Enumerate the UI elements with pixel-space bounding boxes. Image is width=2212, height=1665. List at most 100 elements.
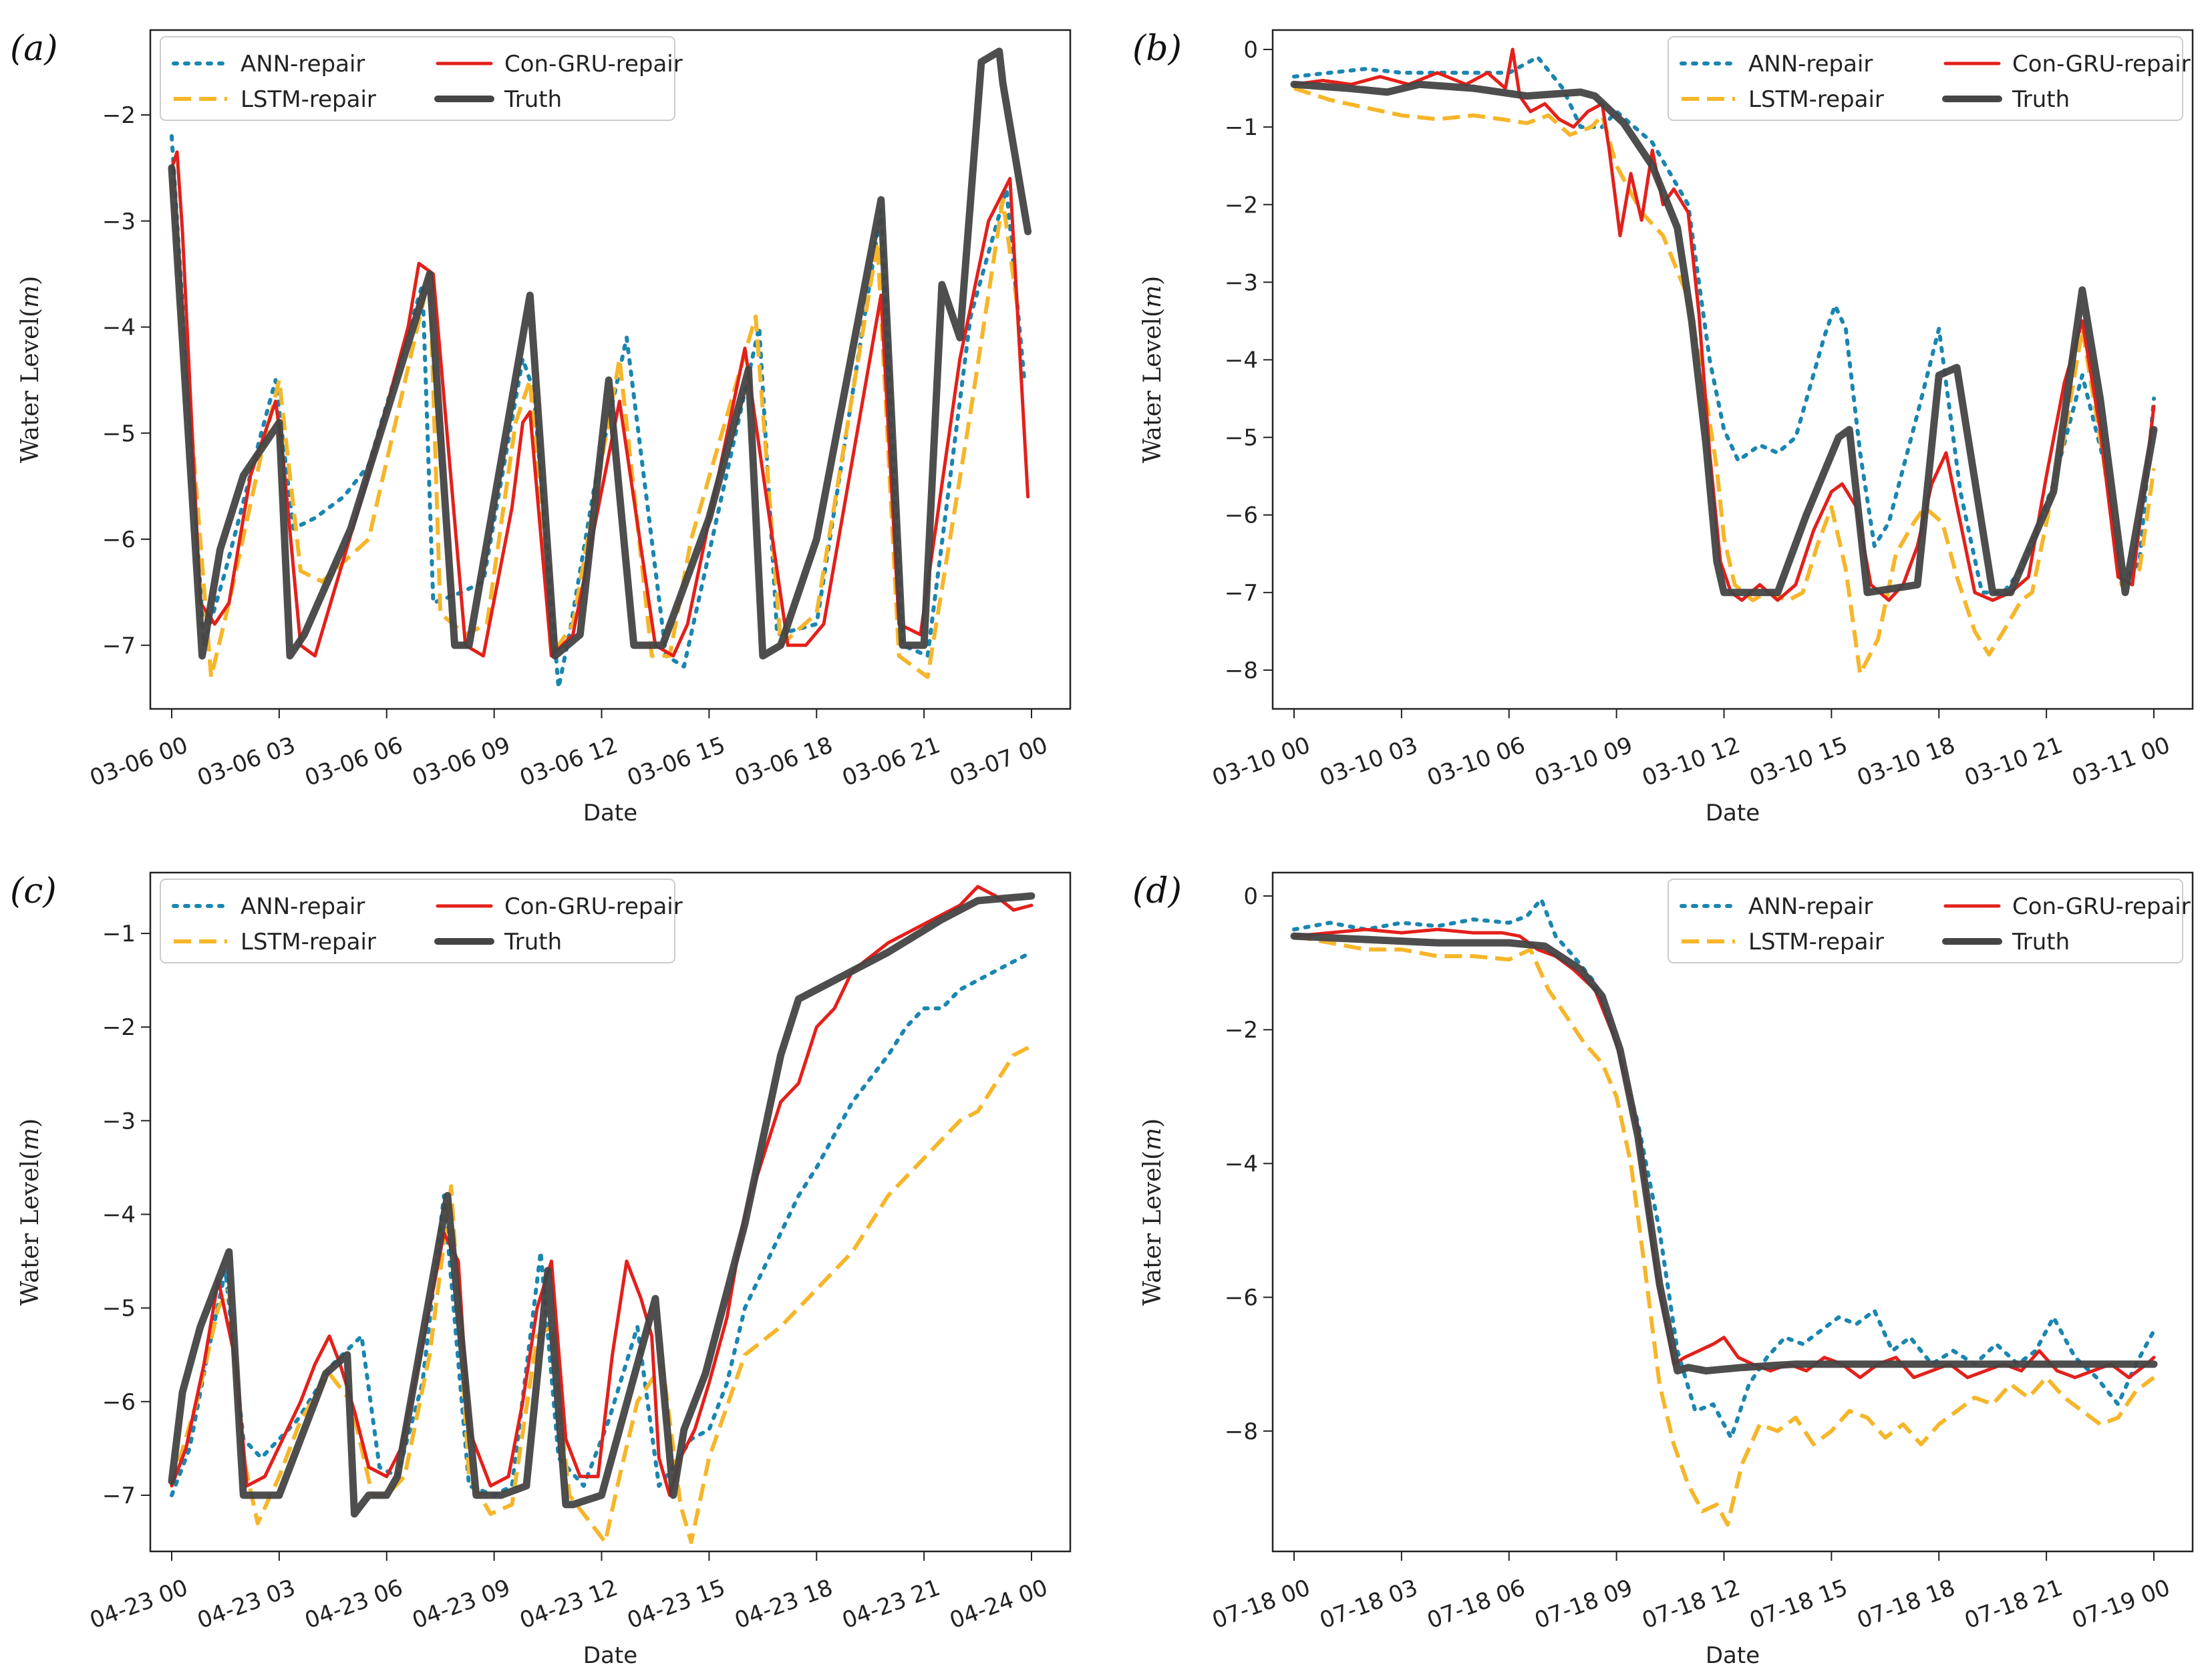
axes-frame <box>149 29 1072 710</box>
y-tick-label: −2 <box>102 102 136 129</box>
x-tick-label: 03-10 03 <box>1316 732 1421 792</box>
x-tick-label: 03-06 00 <box>86 732 191 792</box>
series-line-lstm <box>170 1044 1033 1544</box>
series-line-gru <box>1292 47 2156 602</box>
legend-label-gru: Con-GRU-repair <box>2012 51 2191 78</box>
legend-label-ann: ANN-repair <box>241 51 365 78</box>
series-line-truth <box>1290 932 2158 1375</box>
panel-d: 07-18 00 07-18 03 07-18 06 07-18 09 07-18 12… <box>1132 871 2194 1665</box>
x-axis-label: Date <box>1706 800 1760 826</box>
panel-label: (d) <box>1132 871 1182 911</box>
x-tick-label: 04-23 00 <box>86 1574 191 1634</box>
y-tick-label: −6 <box>1225 1285 1258 1312</box>
axes-frame <box>1271 871 2194 1553</box>
y-axis-label: Water Level(m) <box>1139 1118 1166 1306</box>
axes-frame <box>1271 29 2194 710</box>
legend-label-gru: Con-GRU-repair <box>504 893 683 920</box>
x-axis-label: Date <box>583 1642 637 1665</box>
y-tick-label: −7 <box>102 633 136 659</box>
x-tick-label: 03-10 09 <box>1531 732 1636 792</box>
x-tick-label: 03-10 15 <box>1746 732 1851 792</box>
x-tick-label: 03-06 06 <box>301 732 406 792</box>
y-tick-label: −8 <box>1225 657 1258 684</box>
y-tick-label: −6 <box>1225 502 1258 529</box>
legend: ANN-repair LSTM-repair Con-GRU-repair Truth <box>160 879 683 963</box>
series-line-ann <box>1292 897 2156 1440</box>
x-axis-label: Date <box>583 800 637 826</box>
y-tick-label: −2 <box>1225 1017 1258 1044</box>
x-tick-label: 04-23 09 <box>409 1574 514 1634</box>
y-tick-label: −6 <box>102 526 136 553</box>
x-tick-label: 07-18 06 <box>1424 1574 1529 1634</box>
y-tick-label: 0 <box>1243 883 1258 910</box>
x-tick-label: 03-07 00 <box>946 732 1051 792</box>
y-tick-label: −1 <box>102 921 136 947</box>
x-tick-label: 07-18 18 <box>1853 1574 1958 1634</box>
series-line-truth <box>168 47 1032 660</box>
legend-label-ann: ANN-repair <box>241 893 365 920</box>
panel-b: 03-10 00 03-10 03 03-10 06 03-10 09 03-10 12… <box>1132 29 2194 826</box>
x-tick-label: 07-18 00 <box>1209 1574 1313 1634</box>
x-tick-label: 03-10 12 <box>1639 732 1744 792</box>
y-tick-label: −5 <box>102 1296 136 1322</box>
y-tick-label: −2 <box>1225 192 1258 218</box>
y-tick-label: −7 <box>1225 580 1258 607</box>
x-tick-label: 03-10 21 <box>1961 732 2066 792</box>
y-tick-label: −4 <box>1225 1151 1258 1177</box>
y-tick-label: −4 <box>1225 347 1258 373</box>
legend-label-truth: Truth <box>2012 86 2070 113</box>
series-line-ann <box>1292 55 2156 595</box>
x-tick-label: 04-23 15 <box>624 1574 729 1634</box>
legend-label-gru: Con-GRU-repair <box>504 51 683 78</box>
legend-label-truth: Truth <box>504 86 562 113</box>
series-line-lstm <box>1293 934 2155 1527</box>
legend-label-lstm: LSTM-repair <box>1748 86 1884 113</box>
x-tick-label: 04-23 03 <box>194 1574 299 1634</box>
y-tick-label: −8 <box>1225 1418 1258 1445</box>
x-tick-label: 04-24 00 <box>946 1574 1051 1634</box>
legend-label-lstm: LSTM-repair <box>241 929 376 955</box>
series-line-gru <box>1292 927 2156 1380</box>
x-axis-label: Date <box>1706 1642 1760 1665</box>
x-tick-label: 07-18 15 <box>1746 1574 1851 1634</box>
panel-label: (a) <box>10 29 58 69</box>
series-line-truth <box>168 892 1036 1518</box>
y-tick-label: −4 <box>102 1202 136 1229</box>
panel-label: (b) <box>1132 29 1182 69</box>
series-line-gru <box>170 885 1034 1497</box>
y-tick-label: 0 <box>1243 37 1258 63</box>
legend-label-ann: ANN-repair <box>1748 893 1873 920</box>
panel-a: 03-06 00 03-06 03 03-06 06 03-06 09 03-06 12… <box>10 29 1072 826</box>
y-tick-label: −5 <box>1225 425 1258 452</box>
x-tick-label: 04-23 12 <box>516 1574 621 1634</box>
y-tick-label: −2 <box>102 1014 136 1041</box>
y-tick-label: −4 <box>102 315 136 341</box>
x-tick-label: 07-18 12 <box>1639 1574 1744 1634</box>
y-tick-label: −5 <box>102 420 136 447</box>
x-tick-label: 03-10 00 <box>1209 732 1313 792</box>
legend-label-lstm: LSTM-repair <box>241 86 376 113</box>
y-tick-label: −3 <box>102 1108 136 1134</box>
legend-label-truth: Truth <box>504 929 562 955</box>
y-tick-label: −7 <box>102 1483 136 1509</box>
x-tick-label: 07-18 21 <box>1961 1574 2066 1634</box>
x-tick-label: 03-06 15 <box>624 732 729 792</box>
series-line-gru <box>170 150 1030 658</box>
y-tick-label: −1 <box>1225 114 1258 141</box>
legend-label-lstm: LSTM-repair <box>1748 929 1884 955</box>
x-tick-label: 04-23 06 <box>301 1574 406 1634</box>
legend: ANN-repair LSTM-repair Con-GRU-repair Truth <box>1668 879 2191 963</box>
legend-label-gru: Con-GRU-repair <box>2012 893 2191 920</box>
x-tick-label: 03-11 00 <box>2068 732 2173 792</box>
x-tick-label: 03-10 18 <box>1853 732 1958 792</box>
y-axis-label: Water Level(m) <box>17 1118 44 1306</box>
axes-frame <box>149 871 1072 1553</box>
legend-label-truth: Truth <box>2012 929 2070 955</box>
panel-c: 04-23 00 04-23 03 04-23 06 04-23 09 04-23 12… <box>10 871 1072 1665</box>
series-line-truth <box>1290 80 2158 597</box>
x-tick-label: 03-06 09 <box>409 732 514 792</box>
x-tick-label: 03-06 18 <box>731 732 836 792</box>
x-tick-label: 04-23 18 <box>731 1574 836 1634</box>
series-line-lstm <box>1293 86 2156 676</box>
legend: ANN-repair LSTM-repair Con-GRU-repair Truth <box>1668 36 2191 121</box>
